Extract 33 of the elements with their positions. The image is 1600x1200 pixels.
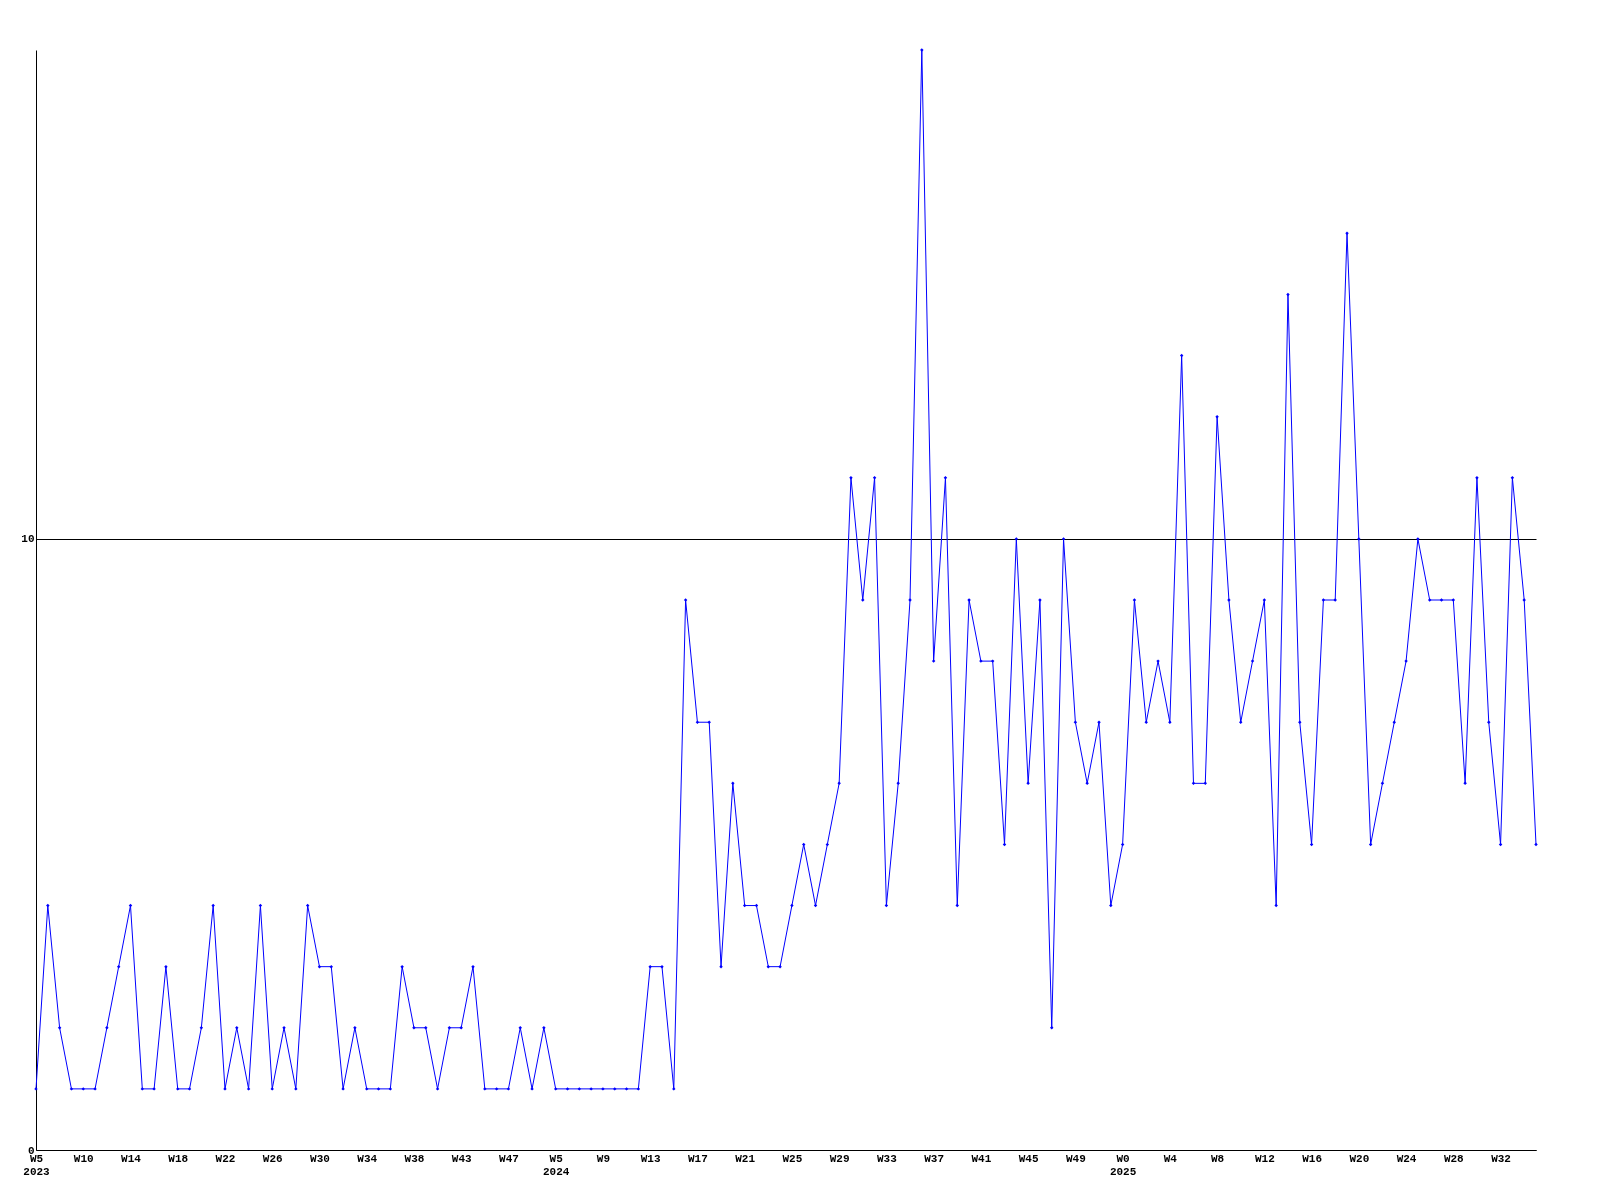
x-tick-label: W32 bbox=[1491, 1152, 1511, 1165]
x-tick-label: W5 2023 bbox=[23, 1152, 51, 1178]
x-tick-label: W17 bbox=[688, 1152, 708, 1165]
x-tick-label: W21 bbox=[735, 1152, 756, 1165]
x-tick-label: W26 bbox=[262, 1152, 283, 1165]
x-tick-label: W9 bbox=[596, 1152, 611, 1165]
x-tick-label: W49 bbox=[1065, 1152, 1086, 1165]
x-tick-label: W14 bbox=[121, 1152, 142, 1165]
x-tick-label: W18 bbox=[168, 1152, 189, 1165]
x-tick-label: W4 bbox=[1163, 1152, 1178, 1165]
x-tick-label: W12 bbox=[1254, 1152, 1275, 1165]
x-tick-label: W41 bbox=[971, 1152, 992, 1165]
x-tick-label: W28 bbox=[1443, 1152, 1465, 1165]
x-tick-label: W5 2024 bbox=[542, 1152, 570, 1178]
x-tick-label: W10 bbox=[73, 1152, 94, 1165]
x-tick-label: W25 bbox=[782, 1152, 803, 1165]
x-tick-label: W20 bbox=[1349, 1152, 1370, 1165]
x-tick-label: W24 bbox=[1396, 1152, 1417, 1165]
x-tick-label: W8 bbox=[1211, 1152, 1225, 1165]
y-tick-label: 10 bbox=[21, 533, 35, 546]
x-tick-label: W22 bbox=[215, 1152, 236, 1165]
x-tick-label: W37 bbox=[924, 1152, 945, 1165]
x-tick-label: W33 bbox=[876, 1152, 898, 1165]
x-tick-label: W13 bbox=[640, 1152, 661, 1165]
x-tick-label: W0 2025 bbox=[1109, 1152, 1137, 1178]
x-tick-label: W30 bbox=[310, 1152, 330, 1165]
x-tick-label: W38 bbox=[404, 1152, 425, 1165]
x-tick-label: W34 bbox=[357, 1152, 378, 1165]
x-tick-label: W29 bbox=[829, 1152, 850, 1165]
x-tick-label: W45 bbox=[1018, 1152, 1039, 1165]
x-tick-label: W43 bbox=[451, 1152, 472, 1165]
x-tick-label: W47 bbox=[499, 1152, 519, 1165]
x-tick-label: W16 bbox=[1302, 1152, 1322, 1165]
